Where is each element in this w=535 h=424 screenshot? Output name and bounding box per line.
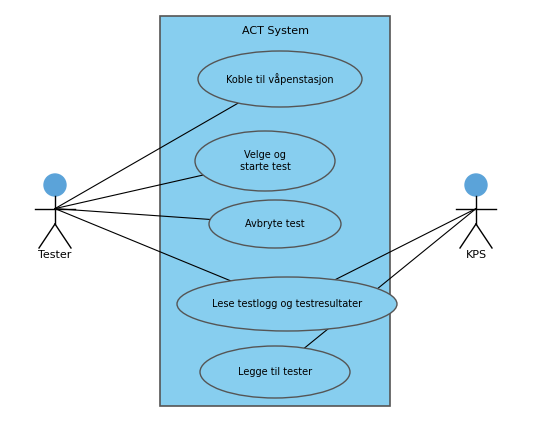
Text: Avbryte test: Avbryte test <box>245 219 305 229</box>
Ellipse shape <box>200 346 350 398</box>
Text: ACT System: ACT System <box>241 26 309 36</box>
Text: Velge og
starte test: Velge og starte test <box>240 150 291 172</box>
Ellipse shape <box>465 174 487 196</box>
Text: Legge til tester: Legge til tester <box>238 367 312 377</box>
Ellipse shape <box>209 200 341 248</box>
Text: Tester: Tester <box>39 250 72 260</box>
Ellipse shape <box>44 174 66 196</box>
Text: Lese testlogg og testresultater: Lese testlogg og testresultater <box>212 299 362 309</box>
Ellipse shape <box>195 131 335 191</box>
Text: KPS: KPS <box>465 250 486 260</box>
FancyBboxPatch shape <box>160 16 390 406</box>
Ellipse shape <box>177 277 397 331</box>
Ellipse shape <box>198 51 362 107</box>
Text: Koble til våpenstasjon: Koble til våpenstasjon <box>226 73 334 85</box>
